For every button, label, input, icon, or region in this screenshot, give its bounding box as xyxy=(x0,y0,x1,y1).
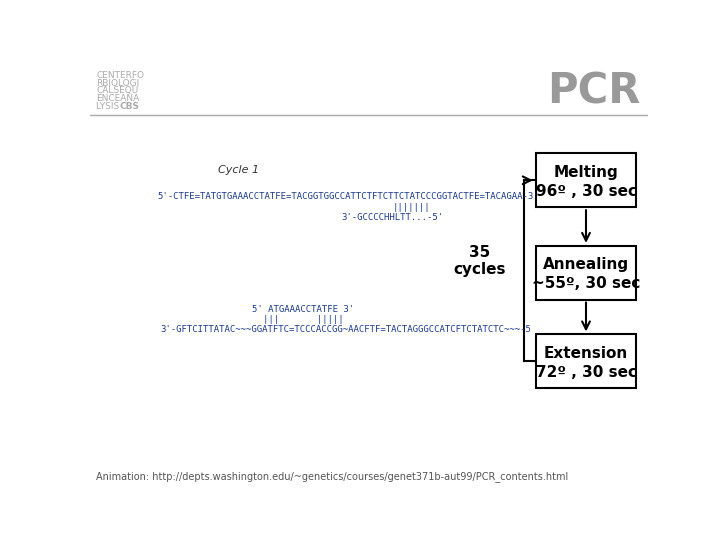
Text: 3'-GCCCCHHLTT...-5': 3'-GCCCCHHLTT...-5' xyxy=(341,213,444,221)
Text: 72º , 30 sec: 72º , 30 sec xyxy=(536,364,636,380)
Text: |||||||: ||||||| xyxy=(393,204,431,212)
Text: 96º , 30 sec: 96º , 30 sec xyxy=(536,184,636,199)
Text: CBS: CBS xyxy=(120,102,140,111)
Text: RBIOLOGI: RBIOLOGI xyxy=(96,79,140,87)
Text: Melting: Melting xyxy=(554,165,618,180)
Text: 5'-CTFE=TATGTGAAACCTATFE=TACGGTGGCCATTCTFTCTTCTATCCCGGTACTFE=TACAGAA-3: 5'-CTFE=TATGTGAAACCTATFE=TACGGTGGCCATTCT… xyxy=(158,192,534,201)
Text: Cycle 1: Cycle 1 xyxy=(218,165,259,175)
Bar xyxy=(536,153,636,207)
Text: 5' ATGAAACCTATFE 3': 5' ATGAAACCTATFE 3' xyxy=(252,305,354,314)
Text: CENTERFO: CENTERFO xyxy=(96,71,144,80)
Bar xyxy=(536,334,636,388)
Text: 3'-GFTCITTATAC~~~GGATFTC=TCCCACCGG~AACFTF=TACTAGGGCCATCFTCTATCTC~~~-5: 3'-GFTCITTATAC~~~GGATFTC=TCCCACCGG~AACFT… xyxy=(161,325,531,334)
Text: ~55º, 30 sec: ~55º, 30 sec xyxy=(532,276,640,291)
Text: CALSEQU: CALSEQU xyxy=(96,86,138,96)
Text: |||       |||||: ||| ||||| xyxy=(263,315,343,324)
Text: 35
cycles: 35 cycles xyxy=(453,245,505,278)
Text: PCR: PCR xyxy=(547,71,640,113)
Text: Animation: http://depts.washington.edu/~genetics/courses/genet371b-aut99/PCR_con: Animation: http://depts.washington.edu/~… xyxy=(96,471,569,482)
Text: Annealing: Annealing xyxy=(543,258,629,273)
Text: LYSIS: LYSIS xyxy=(96,102,122,111)
Bar xyxy=(536,246,636,300)
Text: Extension: Extension xyxy=(544,346,628,361)
Text: ENCEANA: ENCEANA xyxy=(96,94,140,103)
